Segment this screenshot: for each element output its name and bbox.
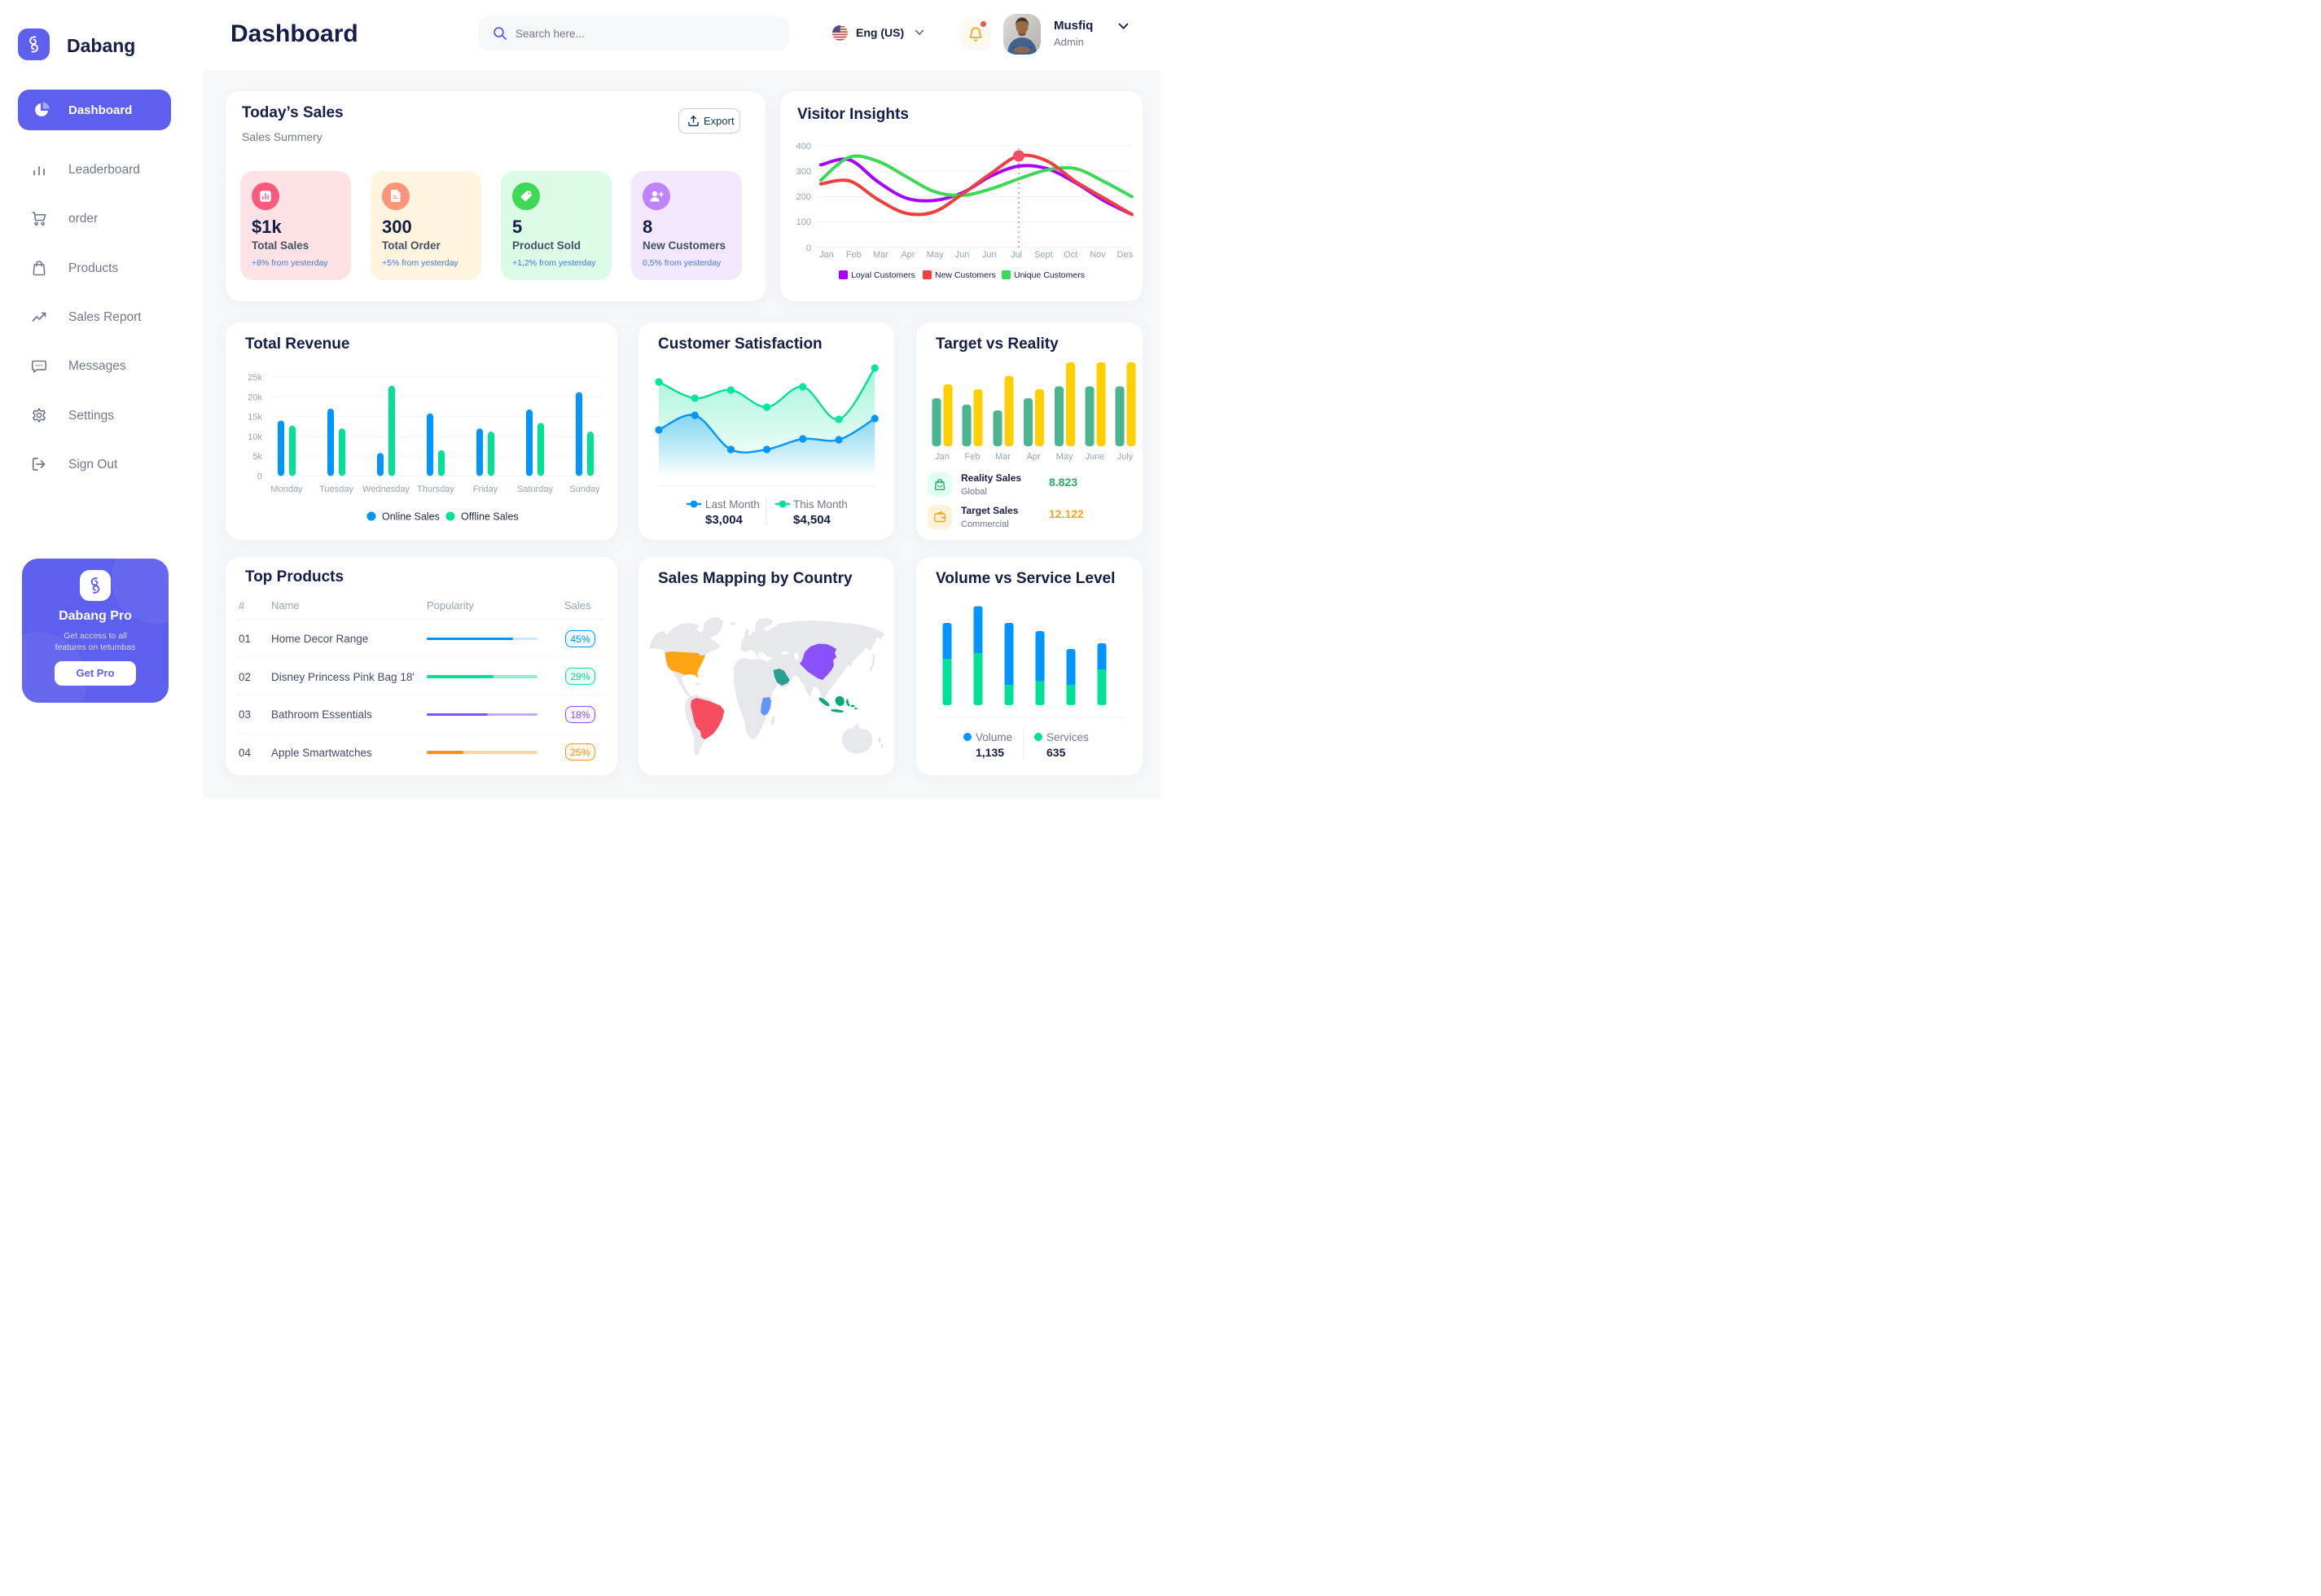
svg-text:May: May [927, 250, 944, 260]
svg-text:Friday: Friday [473, 484, 498, 494]
svg-text:Apr: Apr [901, 250, 915, 260]
svg-text:Saturday: Saturday [517, 484, 554, 494]
svg-text:Jun: Jun [982, 250, 997, 260]
svg-text:Monday: Monday [270, 484, 303, 494]
svg-text:100: 100 [796, 217, 811, 227]
svg-text:Jan: Jan [935, 452, 950, 462]
svg-text:0: 0 [806, 243, 811, 253]
svg-text:Tuesday: Tuesday [319, 484, 353, 494]
svg-text:15k: 15k [248, 413, 262, 423]
svg-text:May: May [1056, 452, 1073, 462]
svg-text:Apr: Apr [1026, 452, 1040, 462]
svg-text:New Customers: New Customers [935, 270, 996, 280]
svg-text:0: 0 [257, 472, 262, 482]
svg-text:Last Month: Last Month [705, 498, 760, 511]
svg-text:Des: Des [1117, 250, 1134, 260]
svg-text:300: 300 [796, 167, 811, 177]
svg-text:Online Sales: Online Sales [382, 511, 440, 523]
svg-text:$3,004: $3,004 [705, 513, 744, 527]
svg-text:Wednesday: Wednesday [362, 484, 410, 494]
svg-text:Offline Sales: Offline Sales [461, 511, 519, 523]
svg-text:$4,504: $4,504 [793, 513, 831, 527]
svg-text:July: July [1117, 452, 1134, 462]
svg-text:10k: 10k [248, 432, 262, 442]
svg-text:Mar: Mar [873, 250, 888, 260]
svg-text:20k: 20k [248, 392, 262, 402]
svg-text:June: June [1086, 452, 1105, 462]
svg-text:Jul: Jul [1011, 250, 1022, 260]
svg-text:Loyal Customers: Loyal Customers [851, 270, 915, 280]
svg-text:5k: 5k [252, 452, 262, 462]
svg-text:Volume: Volume [976, 731, 1012, 743]
svg-text:200: 200 [796, 192, 811, 202]
svg-text:400: 400 [796, 142, 811, 151]
svg-text:635: 635 [1046, 746, 1066, 759]
svg-text:Feb: Feb [846, 250, 862, 260]
svg-text:1,135: 1,135 [976, 746, 1004, 759]
svg-text:Sept: Sept [1034, 250, 1053, 260]
svg-text:Thursday: Thursday [417, 484, 454, 494]
svg-text:This Month: This Month [793, 498, 848, 511]
svg-text:Oct: Oct [1064, 250, 1077, 260]
svg-text:Jan: Jan [819, 250, 834, 260]
svg-text:Services: Services [1046, 731, 1089, 743]
svg-text:Sunday: Sunday [569, 484, 600, 494]
svg-text:Unique Customers: Unique Customers [1014, 270, 1085, 280]
svg-text:Jun: Jun [955, 250, 970, 260]
svg-text:Feb: Feb [965, 452, 981, 462]
svg-text:Mar: Mar [995, 452, 1011, 462]
svg-text:25k: 25k [248, 373, 262, 383]
svg-text:Nov: Nov [1090, 250, 1106, 260]
